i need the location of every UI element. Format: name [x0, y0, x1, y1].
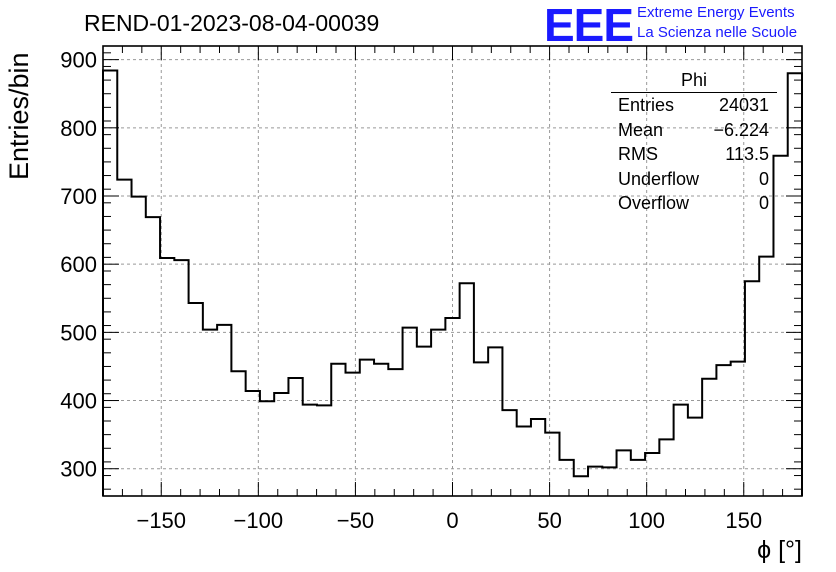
stats-label: RMS	[618, 144, 658, 164]
stats-row: Entries 24031	[611, 93, 777, 118]
stats-value: 0	[758, 168, 769, 189]
stats-value: 113.5	[725, 144, 769, 164]
x-tick-label: −50	[337, 508, 374, 533]
stats-label: Entries	[618, 95, 675, 115]
plot-title: REND-01-2023-08-04-00039	[84, 10, 380, 36]
x-tick-label: 0	[446, 508, 458, 533]
eee-logo: EEE	[544, 0, 634, 51]
x-tick-labels: −150 −100 −50 0 50 100 150	[136, 508, 762, 533]
x-tick-label: 100	[628, 508, 665, 533]
stats-row: RMS 113.5	[611, 142, 777, 167]
y-tick-label: 800	[60, 116, 97, 141]
stats-value: 0	[758, 193, 769, 213]
logo-line-1: Extreme Energy Events	[637, 4, 795, 21]
stats-row: Mean −6.224	[611, 118, 777, 143]
y-axis-label: Entries/bin	[4, 52, 34, 180]
logo-line-2: La Scienza nelle Scuole	[637, 24, 798, 41]
x-tick-label: 150	[725, 508, 762, 533]
stats-value: −6.224	[713, 119, 769, 140]
y-tick-label: 900	[60, 48, 97, 73]
x-tick-label: 50	[537, 508, 561, 533]
y-tick-labels: 300 400 500 600 700 800 900	[60, 48, 97, 482]
x-tick-label: −150	[136, 508, 186, 533]
x-tick-label: −100	[234, 508, 284, 533]
y-tick-label: 700	[60, 184, 97, 209]
plot-frame	[102, 45, 803, 497]
stats-row: Overflow 0	[611, 191, 777, 216]
stats-label: Mean	[618, 119, 664, 140]
stats-value: 24031	[718, 95, 769, 115]
stats-box: Phi Entries 24031 Mean −6.224 RMS 113.5 Und…	[611, 70, 777, 216]
stats-row: Underflow 0	[611, 167, 777, 192]
y-tick-label: 600	[60, 252, 97, 277]
histogram-bins	[102, 69, 803, 496]
stats-label: Underflow	[618, 168, 700, 189]
stats-title: Phi	[611, 70, 777, 93]
histogram-outline	[102, 69, 803, 496]
y-tick-label: 500	[60, 320, 97, 345]
x-axis-label: ϕ [°]	[757, 536, 802, 564]
y-tick-label: 400	[60, 389, 97, 414]
y-tick-label: 300	[60, 457, 97, 482]
stats-label: Overflow	[618, 193, 690, 213]
